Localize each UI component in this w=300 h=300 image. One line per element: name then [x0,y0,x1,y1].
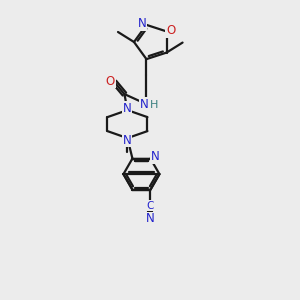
Text: N: N [140,98,149,111]
Text: N: N [123,102,132,115]
Text: N: N [138,17,147,30]
Text: N: N [123,134,132,147]
Text: O: O [166,24,175,37]
Text: N: N [151,150,160,163]
Text: N: N [146,212,155,225]
Text: H: H [150,100,159,110]
Text: C: C [147,201,154,211]
Text: O: O [106,75,115,88]
